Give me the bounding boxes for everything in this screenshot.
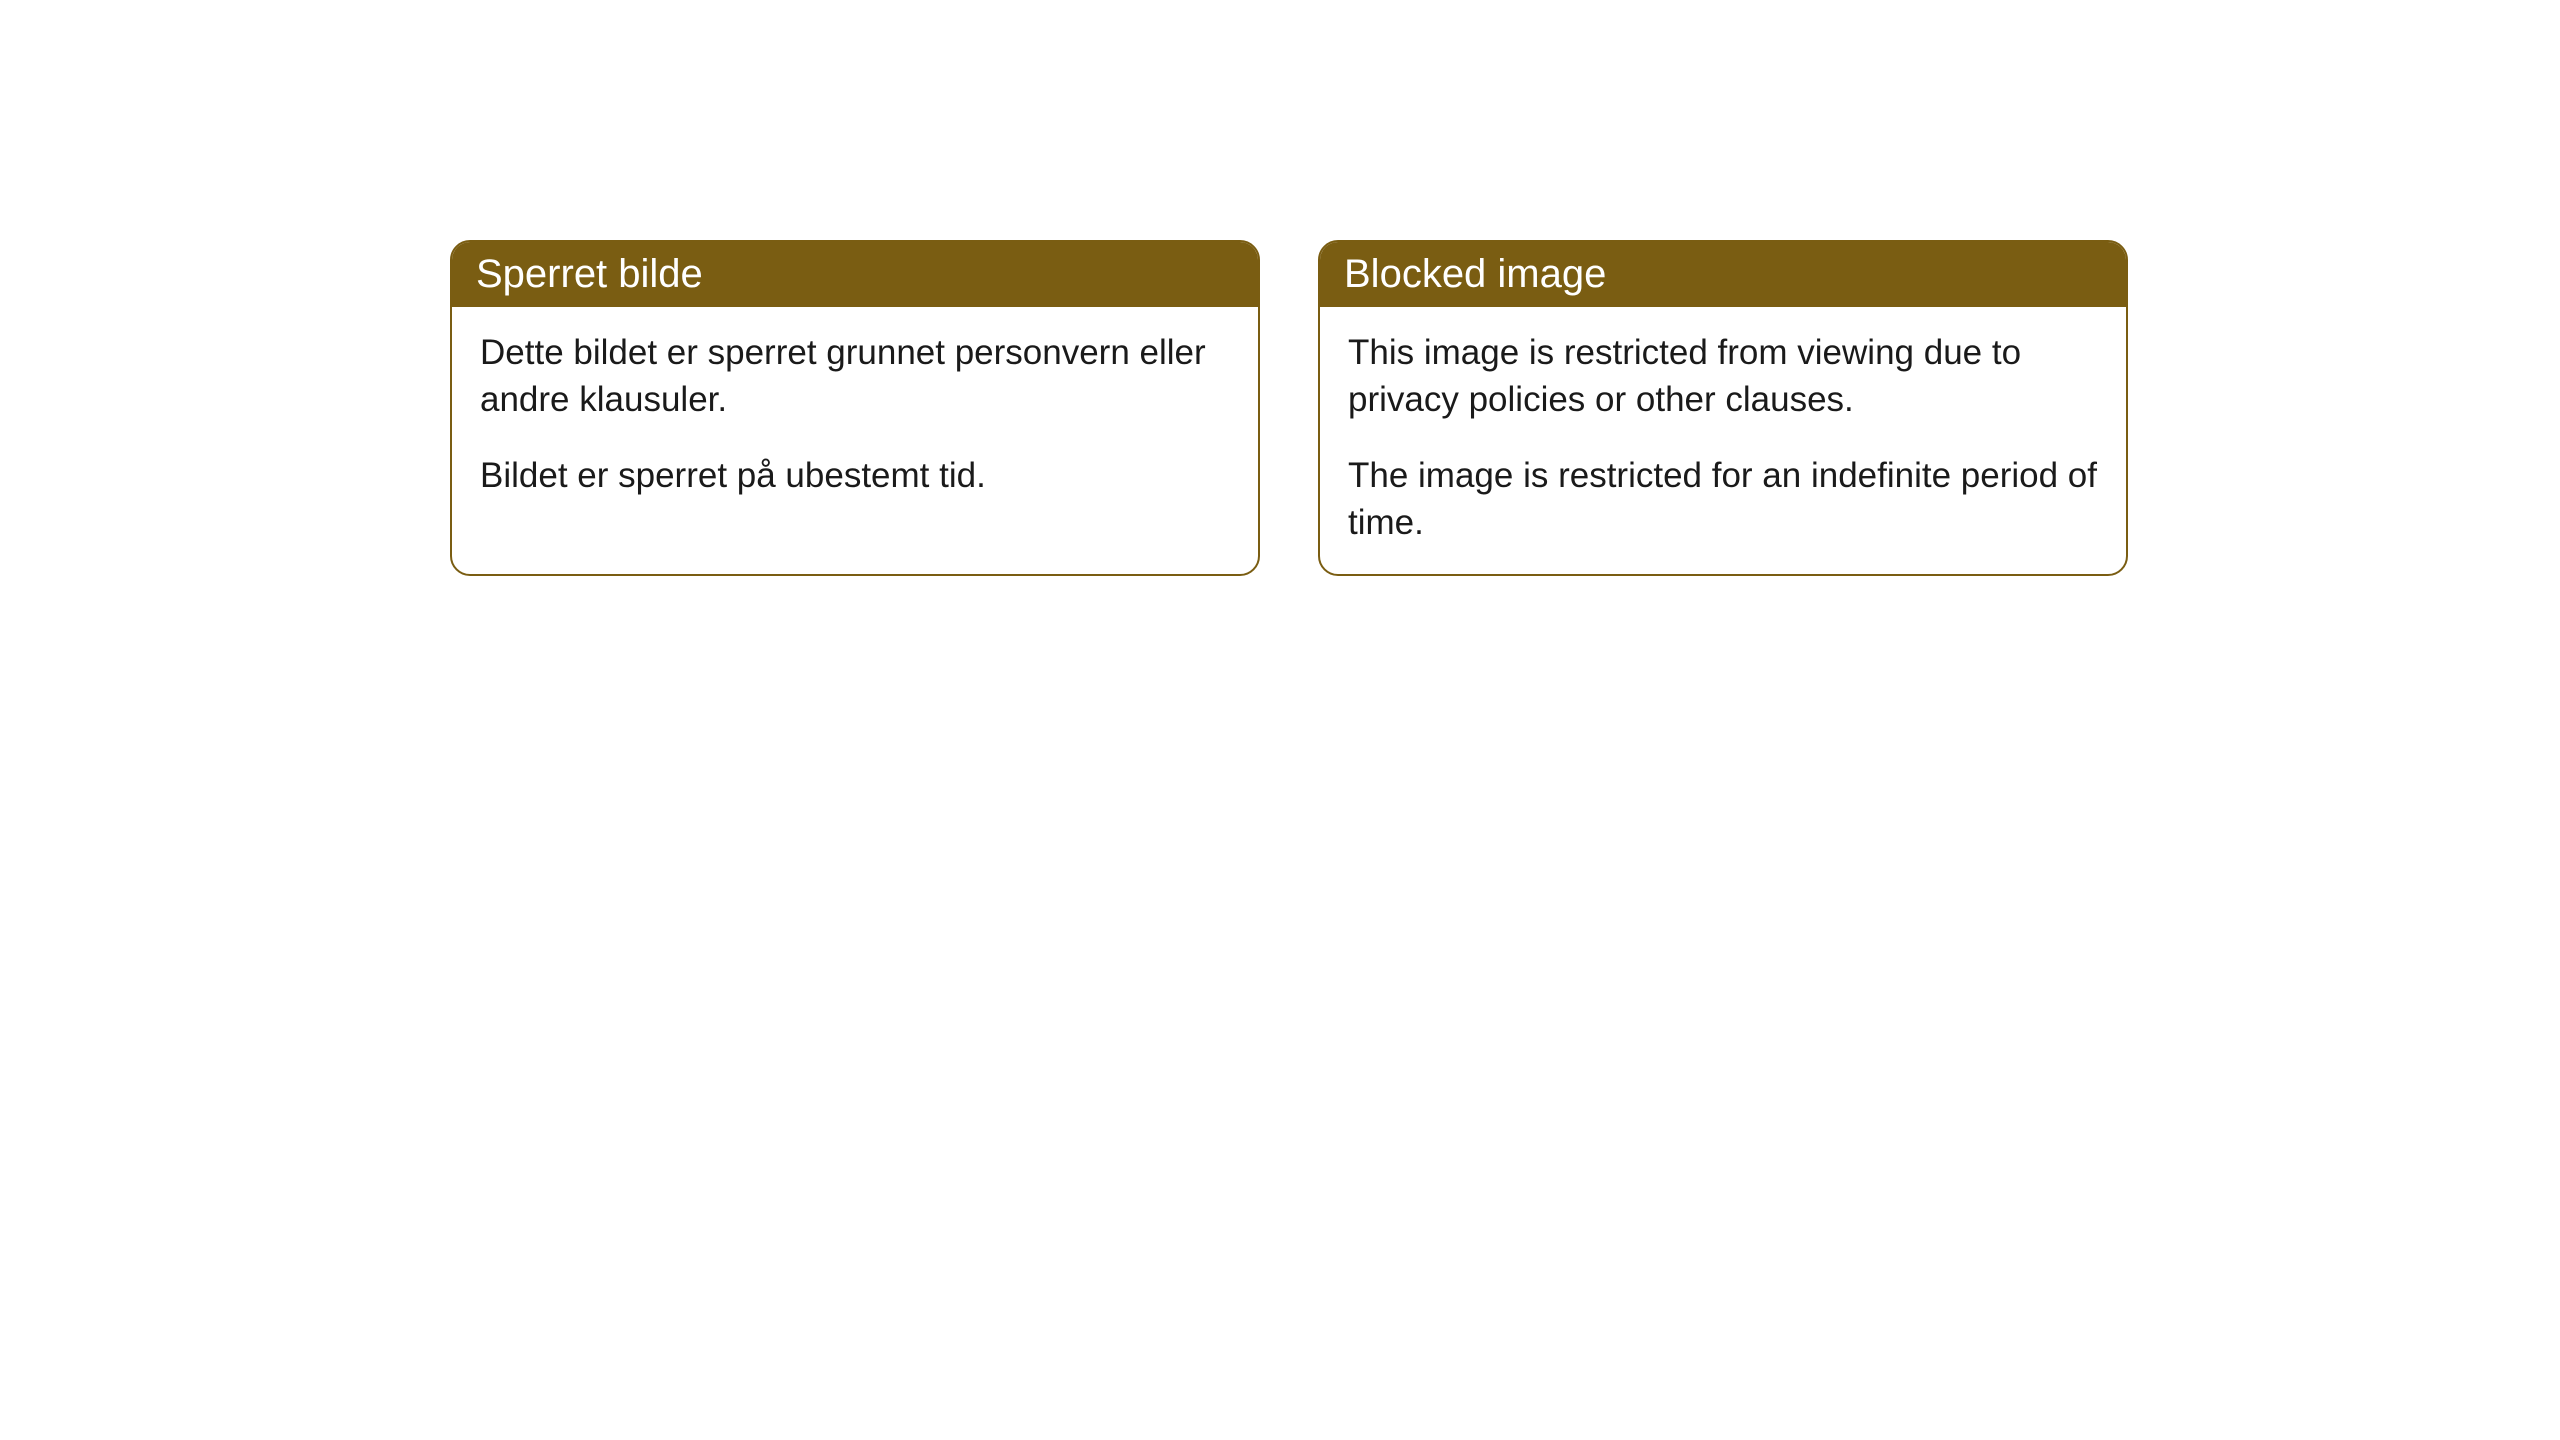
card-paragraph-1-norwegian: Dette bildet er sperret grunnet personve… <box>480 329 1230 424</box>
card-paragraph-1-english: This image is restricted from viewing du… <box>1348 329 2098 424</box>
card-english: Blocked image This image is restricted f… <box>1318 240 2128 576</box>
cards-container: Sperret bilde Dette bildet er sperret gr… <box>450 240 2560 576</box>
card-header-english: Blocked image <box>1320 242 2126 307</box>
card-header-norwegian: Sperret bilde <box>452 242 1258 307</box>
card-body-norwegian: Dette bildet er sperret grunnet personve… <box>452 307 1258 527</box>
card-paragraph-2-norwegian: Bildet er sperret på ubestemt tid. <box>480 452 1230 499</box>
card-paragraph-2-english: The image is restricted for an indefinit… <box>1348 452 2098 547</box>
card-body-english: This image is restricted from viewing du… <box>1320 307 2126 574</box>
card-norwegian: Sperret bilde Dette bildet er sperret gr… <box>450 240 1260 576</box>
